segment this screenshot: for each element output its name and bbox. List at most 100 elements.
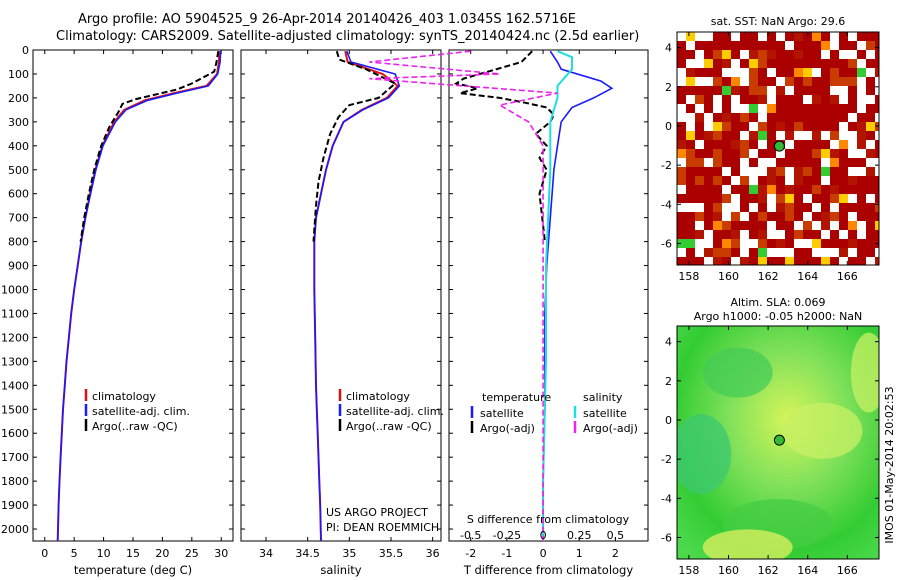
sst-cell	[830, 68, 839, 77]
difference-legend-label: satellite	[480, 407, 524, 420]
sst-cell	[713, 122, 722, 131]
sst-cell	[839, 212, 848, 221]
sst-cell	[767, 113, 776, 122]
sst-cell	[776, 95, 785, 104]
sst-cell	[803, 77, 812, 86]
sst-cell	[722, 86, 731, 95]
difference-xtick-label: -1	[501, 547, 512, 560]
sla-map-title-line2: Argo h1000: -0.05 h2000: NaN	[694, 310, 863, 323]
sst-cell	[830, 230, 839, 239]
sla-map-xtick-label: 158	[678, 564, 699, 577]
sst-cell	[767, 185, 776, 194]
sst-cell	[785, 68, 794, 77]
sst-cell	[686, 86, 695, 95]
sst-cell	[803, 113, 812, 122]
sla-map-xtick-label: 166	[837, 564, 858, 577]
sst-cell	[812, 95, 821, 104]
sst-cell	[866, 221, 875, 230]
sst-cell	[839, 41, 848, 50]
sst-cell	[686, 212, 695, 221]
sst-map-ytick-label: 4	[665, 42, 672, 55]
sst-cell	[803, 158, 812, 167]
sla-blob	[850, 332, 879, 413]
sst-cell	[785, 149, 794, 158]
sst-cell	[713, 248, 722, 257]
sst-cell	[803, 122, 812, 131]
temperature-ytick-label: 700	[8, 212, 29, 225]
temperature-ytick-label: 1300	[1, 355, 29, 368]
sst-cell	[857, 50, 866, 59]
sla-map-xtick-label: 162	[758, 564, 779, 577]
temperature-ytick-label: 0	[22, 44, 29, 57]
sst-cell	[794, 140, 803, 149]
sst-cell	[803, 185, 812, 194]
sst-cell	[704, 95, 713, 104]
sst-cell	[812, 230, 821, 239]
sst-map-title: sat. SST: NaN Argo: 29.6	[711, 15, 845, 28]
sst-cell	[677, 50, 686, 59]
sst-cell	[875, 230, 879, 239]
difference-legend-title-temperature: temperature	[482, 391, 551, 404]
sst-cell	[857, 248, 866, 257]
sst-cell	[686, 248, 695, 257]
difference-s-axis-label: S difference from climatology	[467, 513, 630, 526]
sst-map-ytick-label: 0	[665, 120, 672, 133]
sst-cell	[785, 59, 794, 68]
sst-cell	[686, 104, 695, 113]
difference-series-Argo(-adj)	[453, 50, 556, 242]
sst-cell	[848, 158, 857, 167]
sst-cell	[830, 59, 839, 68]
sst-cell	[848, 221, 857, 230]
sst-cell	[776, 41, 785, 50]
sst-cell	[785, 95, 794, 104]
sst-cell	[875, 68, 879, 77]
sst-cell	[821, 41, 830, 50]
sst-cell	[866, 131, 875, 140]
sst-cell	[875, 104, 879, 113]
temperature-ytick-label: 1700	[1, 451, 29, 464]
sst-cell	[848, 86, 857, 95]
sla-map-ytick-label: -4	[661, 492, 672, 505]
sst-cell	[686, 185, 695, 194]
sst-cell	[848, 239, 857, 248]
sst-cell	[704, 50, 713, 59]
sst-cell	[695, 113, 704, 122]
sst-cell	[776, 104, 785, 113]
sst-cell	[812, 194, 821, 203]
difference-series-Argo(-adj)	[369, 50, 558, 541]
sst-cell	[695, 86, 704, 95]
sst-cell	[830, 77, 839, 86]
sst-cell	[713, 203, 722, 212]
sst-cell	[830, 158, 839, 167]
sst-cell	[713, 50, 722, 59]
sst-cell	[803, 203, 812, 212]
sst-cell	[695, 68, 704, 77]
sst-cell	[785, 131, 794, 140]
sst-cell	[776, 212, 785, 221]
sst-cell	[830, 257, 839, 265]
sst-cell	[794, 104, 803, 113]
sst-cell	[785, 158, 794, 167]
sst-cell	[749, 50, 758, 59]
salinity-annotation-project: US ARGO PROJECT	[326, 506, 428, 519]
sst-cell	[686, 194, 695, 203]
sst-cell	[776, 239, 785, 248]
sst-cell	[713, 167, 722, 176]
sst-cell	[848, 203, 857, 212]
sst-cell	[848, 59, 857, 68]
sst-cell	[695, 257, 704, 265]
sst-cell	[875, 122, 879, 131]
sst-cell	[794, 158, 803, 167]
sst-cell	[758, 248, 767, 257]
sst-map-xtick-label: 166	[837, 270, 858, 283]
sst-cell	[731, 77, 740, 86]
sst-map-xtick-label: 164	[797, 270, 818, 283]
sst-cell	[839, 203, 848, 212]
sst-cell	[704, 212, 713, 221]
sst-cell	[686, 257, 695, 265]
temperature-ytick-label: 1500	[1, 403, 29, 416]
sst-map-ytick-label: -2	[661, 159, 672, 172]
sst-cell	[830, 212, 839, 221]
sst-cell	[875, 194, 879, 203]
sst-cell	[821, 212, 830, 221]
